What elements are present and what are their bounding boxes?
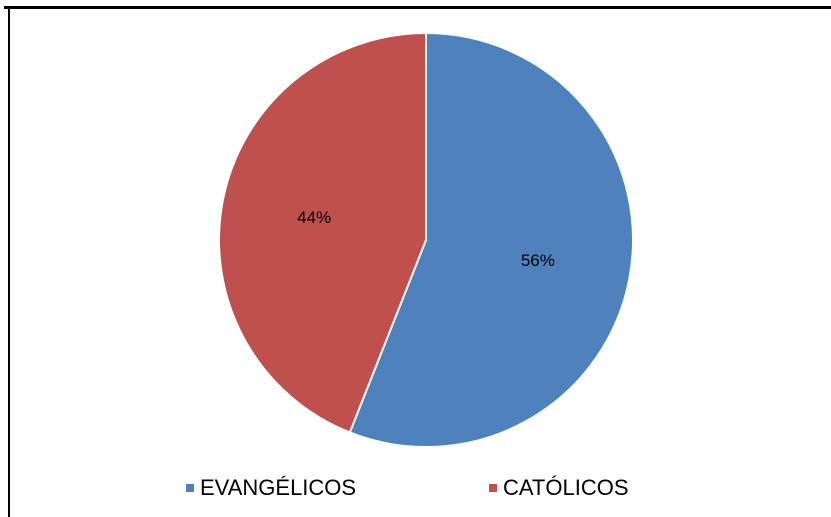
legend-label-evangelicos: EVANGÉLICOS	[200, 475, 357, 500]
pie-data-labels: 56% 44%	[297, 208, 555, 270]
pie-slice-catolicos	[218, 31, 427, 434]
pie-slice-evangelicos	[348, 31, 634, 448]
legend: EVANGÉLICOS CATÓLICOS	[0, 474, 831, 502]
data-label-catolicos: 44%	[297, 208, 331, 227]
legend-label-catolicos: CATÓLICOS	[503, 475, 629, 500]
left-border-line	[8, 6, 10, 517]
data-label-evangelicos: 56%	[521, 251, 555, 270]
legend-item-evangelicos: EVANGÉLICOS	[186, 474, 356, 502]
top-border-line	[4, 6, 831, 9]
pie-slices	[218, 31, 634, 448]
legend-swatch-evangelicos	[186, 484, 194, 492]
legend-item-catolicos: CATÓLICOS	[489, 474, 629, 502]
legend-swatch-catolicos	[489, 484, 497, 492]
